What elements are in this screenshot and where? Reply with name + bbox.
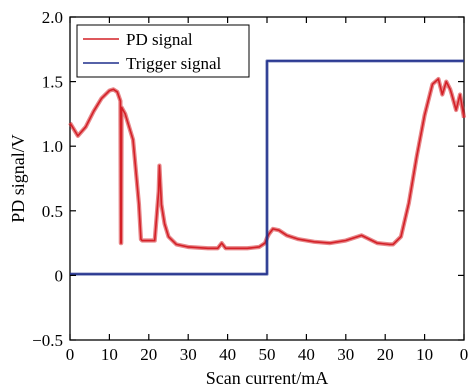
x-tick-label: 10 bbox=[101, 345, 118, 364]
trigger-signal-line bbox=[70, 60, 464, 275]
y-tick-label: 1.0 bbox=[42, 137, 63, 156]
y-tick-label: 1.5 bbox=[42, 73, 63, 92]
x-tick-label: 30 bbox=[180, 345, 197, 364]
x-tick-label: 0 bbox=[460, 345, 469, 364]
x-tick-label: 40 bbox=[298, 345, 315, 364]
ticks-layer bbox=[69, 16, 465, 341]
series-layer bbox=[68, 59, 467, 276]
y-tick-label: 0.5 bbox=[42, 202, 63, 221]
legend-label-trigger-signal: Trigger signal bbox=[126, 54, 222, 73]
y-tick-label: −0.5 bbox=[32, 331, 63, 350]
x-tick-label: 50 bbox=[259, 345, 276, 364]
plot-area bbox=[68, 16, 467, 341]
y-axis-label: PD signal/V bbox=[8, 134, 28, 223]
legend-box bbox=[76, 24, 250, 78]
legend-label-pd-signal: PD signal bbox=[126, 30, 193, 49]
x-tick-label: 0 bbox=[66, 345, 75, 364]
x-tick-label: 20 bbox=[377, 345, 394, 364]
tick-labels: −0.500.51.01.52.00 10 20 30 40 50 40 30 20 10 0 bbox=[32, 8, 468, 364]
x-tick-label: 30 bbox=[337, 345, 354, 364]
y-tick-label: 2.0 bbox=[42, 8, 63, 27]
x-tick-label: 10 bbox=[416, 345, 433, 364]
x-axis-label: Scan current/mA bbox=[206, 368, 328, 387]
y-tick-label: 0 bbox=[55, 266, 64, 285]
pd-signal-line bbox=[69, 78, 465, 250]
legend: PD signal Trigger signal bbox=[76, 24, 250, 78]
x-tick-label: 20 bbox=[140, 345, 157, 364]
x-tick-label: 40 bbox=[219, 345, 236, 364]
